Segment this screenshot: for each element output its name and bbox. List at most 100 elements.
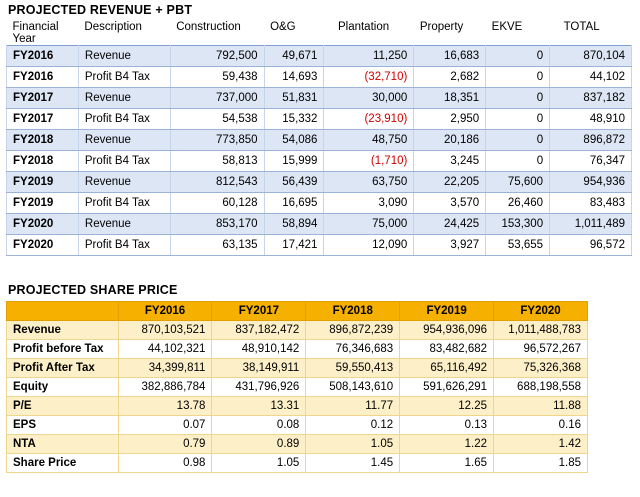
table-cell: 59,438 [169, 66, 265, 88]
table-cell: 3,245 [413, 150, 487, 172]
table-row: NTA 0.79 0.89 1.05 1.22 1.42 [6, 434, 588, 454]
table-cell: 48,910 [549, 108, 632, 130]
table-cell: FY2016 [6, 45, 79, 67]
table-cell: 38,149,911 [211, 358, 307, 378]
table-cell: 954,936 [549, 171, 632, 193]
table-row: P/E 13.78 13.31 11.77 12.25 11.88 [6, 396, 588, 416]
table-cell: 3,090 [323, 192, 415, 214]
table-cell: (32,710) [323, 66, 415, 88]
column-header: FY2019 [399, 301, 495, 321]
column-header: FY2018 [305, 301, 401, 321]
table-cell: 2,950 [413, 108, 487, 130]
table-cell: Revenue [77, 87, 171, 109]
row-label: P/E [6, 396, 119, 416]
table-cell: 53,655 [485, 234, 551, 256]
table-cell: 2,682 [413, 66, 487, 88]
table-cell: 63,750 [323, 171, 415, 193]
table-cell: 48,910,142 [211, 339, 307, 359]
table-cell: 75,326,368 [493, 358, 588, 378]
row-label: Profit before Tax [6, 339, 119, 359]
table-cell: FY2017 [6, 108, 79, 130]
table-cell: 0.89 [211, 434, 307, 454]
table-cell: Revenue [77, 129, 171, 151]
column-header-blank [6, 301, 119, 321]
share-price-section-title: PROJECTED SHARE PRICE [8, 283, 178, 297]
table-cell: 3,927 [413, 234, 487, 256]
table-cell: 59,550,413 [305, 358, 401, 378]
table-cell: FY2019 [6, 192, 79, 214]
column-header: EKVE [491, 21, 523, 33]
column-header: Property [419, 21, 464, 33]
table-cell: 0 [485, 129, 551, 151]
table-row: Profit After Tax 34,399,811 38,149,911 59,5… [6, 358, 588, 378]
table-cell: 837,182,472 [211, 320, 307, 340]
table-cell: 591,626,291 [399, 377, 495, 397]
table-cell: 83,483 [549, 192, 632, 214]
row-label: Share Price [6, 453, 119, 473]
table-row: EPS 0.07 0.08 0.12 0.13 0.16 [6, 415, 588, 435]
table-cell: 75,600 [485, 171, 551, 193]
table-cell: 1,011,488,783 [493, 320, 588, 340]
column-header: O&G [270, 21, 296, 33]
table-row: FY2017 Profit B4 Tax 54,538 15,332 (23,910) 2… [6, 108, 632, 130]
table-cell: 837,182 [549, 87, 632, 109]
table-cell: 20,186 [413, 129, 487, 151]
table-cell: 0 [485, 87, 551, 109]
table-cell: 1.22 [399, 434, 495, 454]
table-cell: Profit B4 Tax [77, 150, 171, 172]
table-row: Share Price 0.98 1.05 1.45 1.65 1.85 [6, 453, 588, 473]
table-cell: 54,086 [263, 129, 325, 151]
column-header: Construction [176, 21, 241, 33]
table-cell: 34,399,811 [117, 358, 213, 378]
table-cell: Profit B4 Tax [77, 192, 171, 214]
table-cell: 1.42 [493, 434, 588, 454]
table-cell: 49,671 [263, 45, 325, 67]
table-cell: 75,000 [323, 213, 415, 235]
table-cell: Revenue [77, 213, 171, 235]
table-cell: 44,102,321 [117, 339, 213, 359]
table-row: FY2020 Profit B4 Tax 63,135 17,421 12,090 3,9… [6, 234, 632, 256]
table-row: FY2016 Profit B4 Tax 59,438 14,693 (32,710) 2… [6, 66, 632, 88]
column-header: Plantation [337, 21, 390, 33]
table-cell: 1,011,489 [549, 213, 632, 235]
table-cell: 24,425 [413, 213, 487, 235]
table-cell: 0 [485, 150, 551, 172]
table-cell: 48,750 [323, 129, 415, 151]
table-cell: 63,135 [169, 234, 265, 256]
table-row: Equity 382,886,784 431,796,926 508,143,610 5… [6, 377, 588, 397]
table-cell: FY2018 [6, 129, 79, 151]
table-cell: 0.13 [399, 415, 495, 435]
table-cell: 65,116,492 [399, 358, 495, 378]
table-cell: 1.45 [305, 453, 401, 473]
table-row: FY2019 Profit B4 Tax 60,128 16,695 3,090 3,57… [6, 192, 632, 214]
table-cell: 16,695 [263, 192, 325, 214]
table-row: Profit before Tax 44,102,321 48,910,142 76,… [6, 339, 588, 359]
table-cell: 773,850 [169, 129, 265, 151]
column-header: Description [84, 21, 142, 33]
table-cell: 56,439 [263, 171, 325, 193]
table-cell: 382,886,784 [117, 377, 213, 397]
table-cell: 76,347 [549, 150, 632, 172]
table-cell: 22,205 [413, 171, 487, 193]
table-cell: 1.05 [211, 453, 307, 473]
row-label: NTA [6, 434, 119, 454]
table-cell: 954,936,096 [399, 320, 495, 340]
column-header: FY2020 [493, 301, 588, 321]
table-cell: 792,500 [169, 45, 265, 67]
table-cell: 11.88 [493, 396, 588, 416]
share-price-header-row: FY2016 FY2017 FY2018 FY2019 FY2020 [6, 301, 588, 321]
table-row: FY2017 Revenue 737,000 51,831 30,000 18,351 0 8… [6, 87, 632, 109]
row-label: Profit After Tax [6, 358, 119, 378]
table-cell: Profit B4 Tax [77, 108, 171, 130]
table-cell: 15,999 [263, 150, 325, 172]
table-cell: 51,831 [263, 87, 325, 109]
table-cell: 60,128 [169, 192, 265, 214]
table-cell: 737,000 [169, 87, 265, 109]
table-cell: 58,813 [169, 150, 265, 172]
table-cell: FY2017 [6, 87, 79, 109]
table-cell: 17,421 [263, 234, 325, 256]
table-cell: 76,346,683 [305, 339, 401, 359]
table-cell: 13.31 [211, 396, 307, 416]
table-cell: 896,872 [549, 129, 632, 151]
table-cell: 1.05 [305, 434, 401, 454]
